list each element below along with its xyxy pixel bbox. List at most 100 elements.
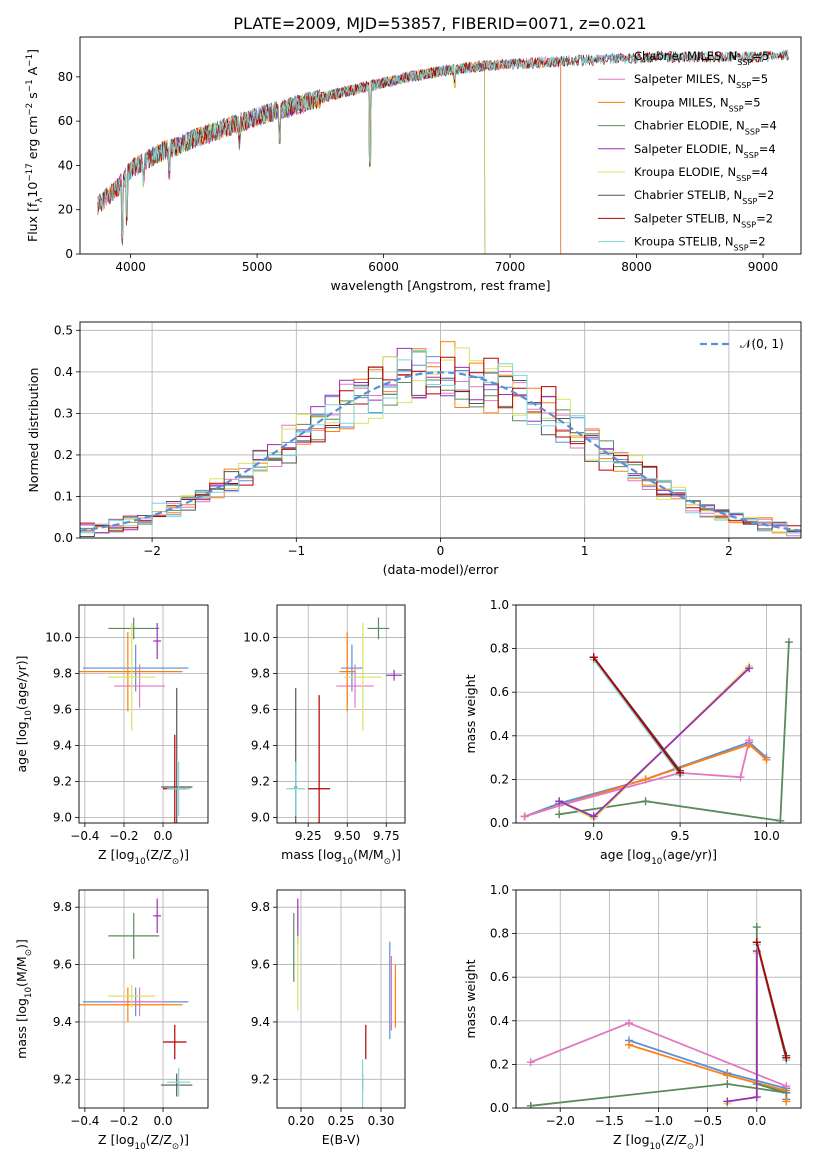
y-tick-label: 9.2 (53, 1072, 72, 1086)
x-tick-label: 0.30 (368, 1114, 395, 1128)
y-tick-label: 9.4 (53, 739, 72, 753)
y-tick-label: 0.0 (54, 531, 73, 545)
weight-marker (782, 1097, 791, 1106)
x-axis-label: Z [log10(Z/Z⊙)] (613, 1132, 704, 1152)
weight-marker (752, 1093, 761, 1102)
weight-marker (752, 923, 761, 932)
weight-marker (676, 768, 685, 777)
chart-panel-residuals: −2 −1 0 1 2 0.0 0.1 0.2 0.3 0.4 0.5 (data-model)/er… (26, 321, 802, 577)
chart-panel-mass-vs-EBV: 0.20 0.25 0.30 9.2 9.4 9.6 9.8 E(B-V) (251, 889, 406, 1147)
weight-marker (776, 816, 785, 823)
y-tick-label: 0.8 (490, 642, 509, 656)
plot-area (79, 898, 193, 1097)
y-tick-label: 0.8 (490, 927, 509, 941)
weight-marker (745, 664, 754, 673)
plot-area (526, 923, 791, 1108)
x-tick-label: 9000 (748, 260, 779, 274)
y-tick-label: 9.8 (251, 666, 270, 680)
spectrum-line (97, 49, 789, 240)
chart-panels: 4000 5000 6000 7000 8000 9000020406080wavelen… (14, 36, 802, 1152)
weight-marker (641, 797, 650, 806)
legend-label: 𝒩(0, 1) (740, 337, 784, 351)
x-tick-label: 5000 (242, 260, 273, 274)
weight-marker (555, 810, 564, 819)
x-tick-label: −1.0 (644, 1114, 673, 1128)
x-tick-label: −0.4 (70, 1114, 99, 1128)
x-tick-label: −2.0 (546, 1114, 575, 1128)
chart-panel-weight-vs-age: 9.0 9.5 10.0 0.0 0.2 0.4 0.6 0.8 1.0 age [log10(a… (463, 598, 802, 867)
y-tick-label: 9.6 (251, 958, 270, 972)
legend-label: Chabrier MILES, NSSP=5 (634, 49, 769, 67)
x-tick-label: 0.0 (153, 1114, 172, 1128)
weight-marker (723, 1071, 732, 1080)
y-tick-label: 9.6 (251, 702, 270, 716)
weight-marker (589, 653, 598, 662)
axes-frame (78, 889, 209, 1109)
axes-frame (276, 604, 406, 824)
y-tick-label: 80 (58, 70, 73, 84)
x-tick-label: −1 (287, 544, 305, 558)
legend-label: Kroupa MILES, NSSP=5 (634, 95, 761, 113)
x-tick-label: 9.75 (373, 829, 400, 843)
weight-marker (625, 1018, 634, 1027)
y-tick-label: 0.4 (490, 1014, 509, 1028)
spectrum-line (117, 60, 486, 254)
y-tick-label: 0.0 (490, 816, 509, 830)
chart-panel-spectrum: 4000 5000 6000 7000 8000 9000 0 20 40 60 80 wavelen… (25, 36, 802, 293)
axes-frame (276, 889, 406, 1109)
y-tick-label: 0.0 (490, 1101, 509, 1115)
y-tick-label: 9.0 (251, 811, 270, 825)
x-axis-label: mass [log10(M/M⊙)] (281, 847, 401, 867)
x-tick-label: 6000 (368, 260, 399, 274)
y-tick-label: 9.4 (53, 1015, 72, 1029)
y-tick-label: 0.2 (490, 772, 509, 786)
y-tick-label: 9.8 (53, 666, 72, 680)
y-axis-label: mass weight (463, 674, 478, 753)
legend-label: Kroupa ELODIE, NSSP=4 (634, 165, 768, 183)
x-tick-label: 4000 (115, 260, 146, 274)
weight-marker (784, 638, 793, 647)
weight-line (592, 656, 681, 774)
weight-marker (723, 1080, 732, 1089)
x-tick-label: 0.25 (328, 1114, 355, 1128)
legend-label: Kroupa STELIB, NSSP=2 (634, 235, 766, 253)
x-tick-label: 2 (725, 544, 733, 558)
histogram-kroupa-stelib (80, 349, 801, 534)
y-tick-label: 9.6 (53, 958, 72, 972)
y-tick-label: 9.2 (53, 775, 72, 789)
plot-area (79, 617, 193, 823)
y-tick-label: 1.0 (490, 883, 509, 897)
spectrum-line (117, 60, 486, 254)
y-tick-label: 9.2 (251, 1072, 270, 1086)
y-tick-label: 0.2 (490, 1057, 509, 1071)
x-axis-label: Z [log10(Z/Z⊙)] (98, 847, 189, 867)
weight-line (592, 658, 681, 776)
y-tick-label: 0 (65, 247, 73, 261)
plot-area (97, 49, 789, 254)
plot-area (293, 898, 396, 1108)
x-axis-label: (data-model)/error (383, 562, 500, 577)
spectrum-line (97, 55, 562, 254)
weight-marker (526, 1101, 535, 1108)
x-tick-label: 9.25 (295, 829, 322, 843)
histogram-salpeter-stelib (80, 356, 801, 532)
axes-frame (515, 604, 802, 824)
y-tick-label: 9.4 (251, 739, 270, 753)
legend-label: Salpeter ELODIE, NSSP=4 (634, 142, 776, 160)
legend-label: Salpeter MILES, NSSP=5 (634, 72, 768, 90)
weight-marker (723, 1097, 732, 1106)
y-tick-label: 0.3 (54, 406, 73, 420)
chart-panel-weight-vs-Z: −2.0 −1.5 −1.0 −0.5 0.0 0.0 0.2 0.4 0.6 0.8 1.0 Z [… (463, 883, 802, 1152)
weight-marker (762, 755, 771, 764)
x-tick-label: 8000 (621, 260, 652, 274)
x-tick-label: 0.0 (747, 1114, 766, 1128)
weight-marker (745, 736, 754, 745)
plot-area (80, 341, 801, 537)
x-tick-label: −0.2 (109, 829, 138, 843)
figure-title: PLATE=2009, MJD=53857, FIBERID=0071, z=0… (233, 14, 646, 33)
y-axis-label: age [log10(age/yr)] (14, 655, 34, 772)
x-tick-label: 9.50 (334, 829, 361, 843)
x-axis-label: wavelength [Angstrom, rest frame] (330, 278, 550, 293)
axes-frame (79, 36, 802, 255)
x-axis-label: Z [log10(Z/Z⊙)] (98, 1132, 189, 1152)
